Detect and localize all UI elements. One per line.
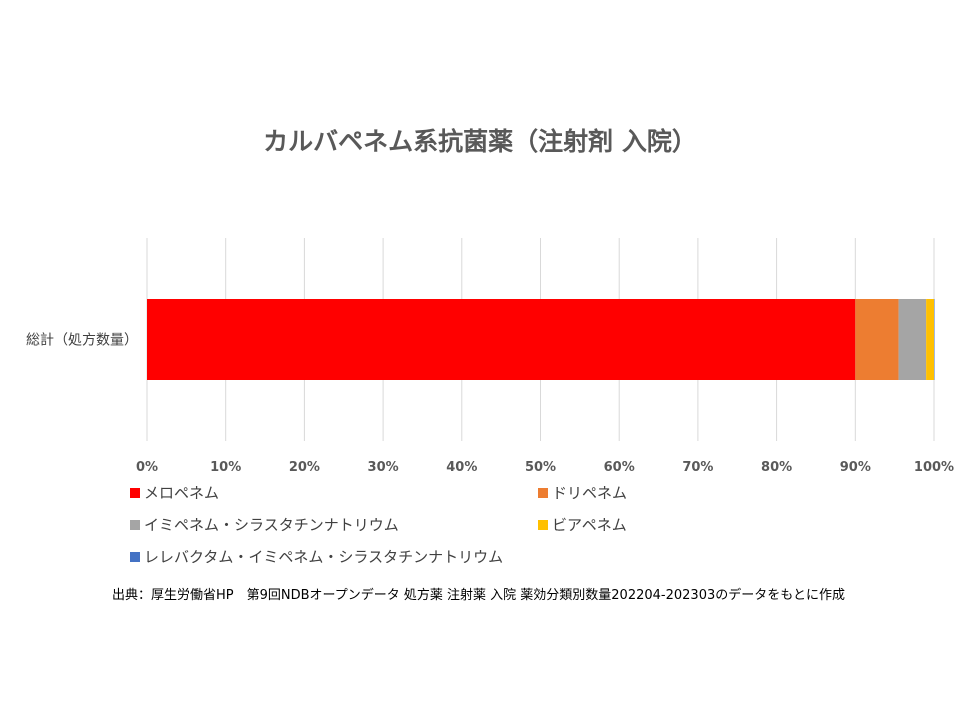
x-tick-label: 80% — [761, 460, 792, 475]
x-tick-label: 60% — [604, 460, 635, 475]
chart-plot: 0% 10% 20% 30% 40% 50% 60% 70% 80% 90% 100% 総計（処方数… — [26, 238, 954, 475]
bar-segment-2 — [855, 299, 899, 380]
legend-label: イミペネム・シラスタチンナトリウム — [144, 516, 399, 534]
x-tick-label: 10% — [210, 460, 241, 475]
source-note: 出典：厚生労働省HP 第9回NDBオープンデータ 処方薬 注射薬 入院 薬効分類… — [112, 588, 845, 603]
legend-item: イミペネム・シラスタチンナトリウム — [130, 514, 399, 535]
x-tick-label: 20% — [289, 460, 320, 475]
legend-label: ドリペネム — [552, 484, 628, 502]
x-tick-label: 50% — [525, 460, 556, 475]
x-tick-label: 30% — [368, 460, 399, 475]
legend-label: レレバクタム・イミペネム・シラスタチンナトリウム — [144, 548, 504, 566]
bar-segment-1 — [147, 299, 856, 380]
category-label: 総計（処方数量） — [26, 333, 138, 349]
x-tick-label: 40% — [446, 460, 477, 475]
legend-item: ドリペネム — [538, 482, 627, 503]
legend-item: ビアペネム — [538, 514, 627, 535]
bar-segment-5 — [934, 299, 935, 380]
legend-swatch — [130, 487, 140, 498]
chart-title: カルバペネム系抗菌薬（注射剤 入院） — [263, 127, 697, 156]
x-tick-label: 70% — [682, 460, 713, 475]
x-tick-label: 90% — [840, 460, 871, 475]
x-tick-label: 0% — [136, 460, 158, 475]
legend-item: レレバクタム・イミペネム・シラスタチンナトリウム — [130, 546, 503, 567]
legend-swatch — [130, 551, 140, 562]
legend-swatch — [538, 519, 548, 530]
legend-label: メロペネム — [144, 484, 220, 502]
legend-item: メロペネム — [130, 482, 219, 503]
legend-label: ビアペネム — [552, 516, 627, 534]
legend-swatch — [538, 487, 548, 498]
bar-segment-4 — [926, 299, 934, 380]
legend-swatch — [130, 519, 140, 530]
bar-segment-3 — [898, 299, 927, 380]
x-tick-label: 100% — [914, 460, 954, 475]
